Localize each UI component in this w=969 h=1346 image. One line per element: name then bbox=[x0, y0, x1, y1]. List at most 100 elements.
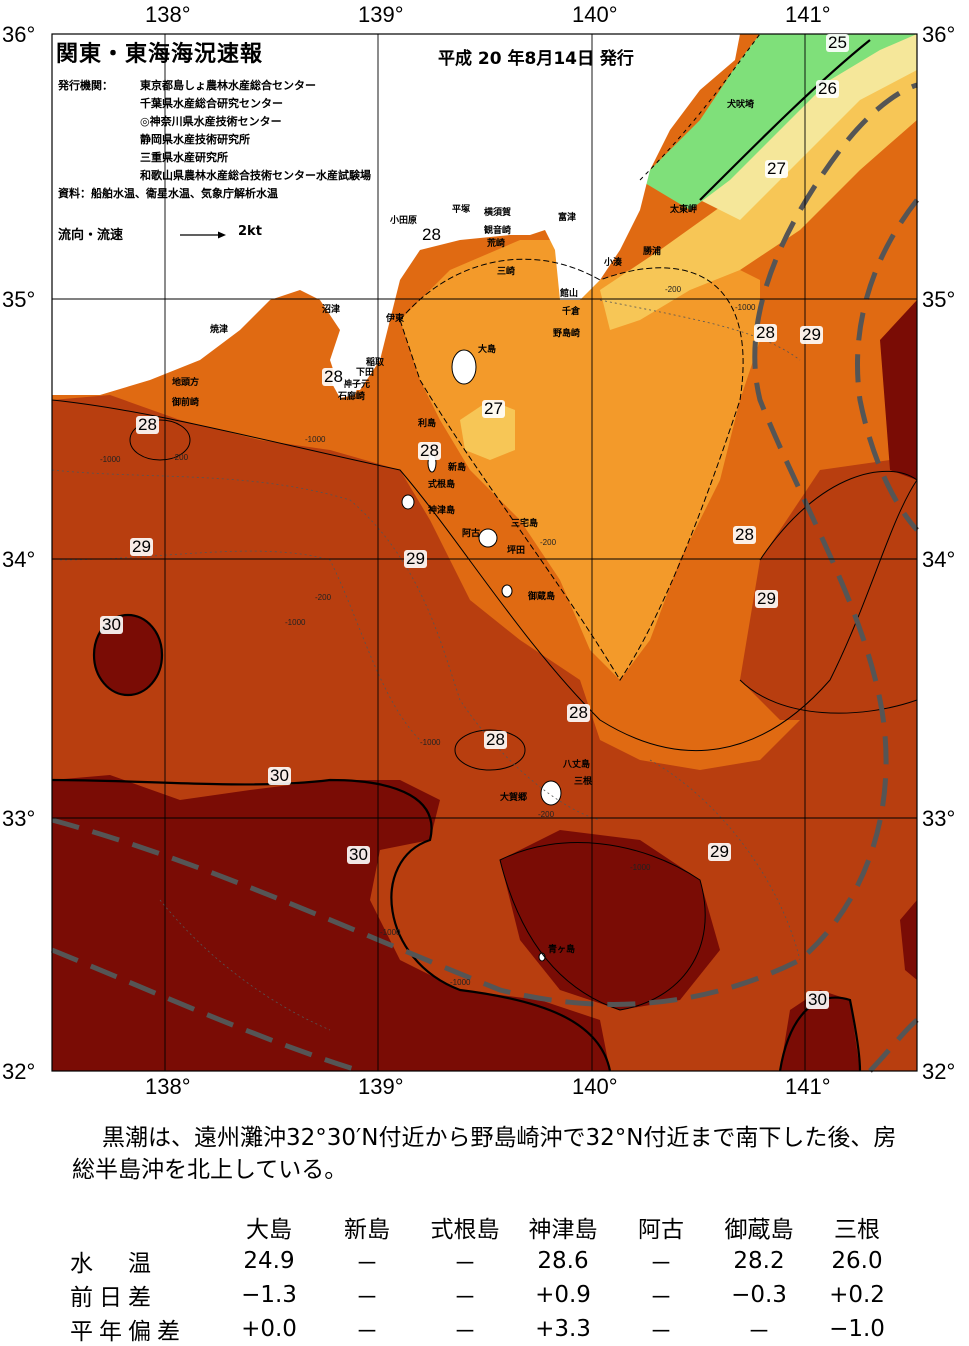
isotherm-label: 29 bbox=[404, 549, 427, 568]
place-label: 三根 bbox=[574, 777, 593, 787]
lon-tick: 140° bbox=[572, 1074, 618, 1099]
column-header: 新島 bbox=[344, 1217, 390, 1243]
lat-ticks-right: 36° 35° 34° 33° 32° bbox=[922, 22, 955, 1084]
agency-list: 東京都島しょ農林水産総合センター 千葉県水産総合研究センター ◎神奈川県水産技術… bbox=[140, 77, 371, 185]
depth-label: -1000 bbox=[450, 978, 471, 987]
lon-tick: 139° bbox=[358, 2, 404, 27]
current-legend-label: 流向・流速 bbox=[58, 228, 124, 243]
depth-label: -1000 bbox=[100, 455, 121, 464]
place-label: 館山 bbox=[560, 289, 579, 299]
agency-item: 東京都島しょ農林水産総合センター bbox=[140, 79, 316, 92]
depth-label: -200 bbox=[540, 538, 557, 547]
current-legend-speed: 2kt bbox=[238, 224, 262, 239]
place-label: 沼津 bbox=[322, 305, 341, 315]
isotherm-label: 29 bbox=[800, 325, 823, 344]
place-label: 神津島 bbox=[428, 506, 456, 516]
zone-30-west-eddy bbox=[94, 615, 162, 695]
zone-30-south bbox=[500, 830, 720, 1010]
place-label: 千倉 bbox=[562, 307, 581, 317]
table-cell: 26.0 bbox=[831, 1248, 883, 1274]
place-label: 坪田 bbox=[507, 546, 526, 556]
observation-table: 大島 新島 式根島 神津島 阿古 御蔵島 三根 水 温 24.9 － － 28.… bbox=[70, 1210, 906, 1346]
lon-ticks-bottom: 138° 139° 140° 141° bbox=[145, 1074, 831, 1099]
depth-label: -200 bbox=[665, 285, 682, 294]
isotherm-label: 30 bbox=[806, 990, 829, 1009]
isotherm-label: 28 bbox=[754, 323, 777, 342]
data-sources: 資料：船舶水温、衛星水温、気象庁解析水温 bbox=[58, 187, 278, 200]
kuroshio-summary: 黒潮は、遠州灘沖32°30′N付近から野島崎沖で32°N付近まで南下した後、房総… bbox=[72, 1125, 897, 1183]
place-label: 三崎 bbox=[497, 267, 516, 277]
place-label: 御前崎 bbox=[172, 398, 200, 408]
place-label: 小湊 bbox=[604, 258, 623, 268]
depth-label: -1000 bbox=[305, 435, 326, 444]
isotherm-label: 28 bbox=[420, 225, 443, 244]
map-frame bbox=[51, 33, 918, 1072]
depth-labels: -1000 -200 -1000 -200 -1000 -200 -1000 -… bbox=[100, 285, 756, 987]
lat-tick: 32° bbox=[922, 1059, 955, 1084]
place-label: 観音崎 bbox=[484, 226, 512, 236]
isotherm-label: 27 bbox=[482, 399, 505, 418]
table-cell: +3.3 bbox=[535, 1316, 591, 1342]
agency-label: 発行機関： bbox=[58, 79, 113, 92]
isotherm-lines bbox=[51, 33, 918, 1072]
place-label: 荒崎 bbox=[487, 239, 506, 249]
land-izu bbox=[330, 360, 360, 398]
place-label: 式根島 bbox=[428, 480, 456, 490]
table-cell: −0.3 bbox=[731, 1282, 787, 1308]
zone-29b bbox=[740, 460, 917, 720]
place-label: 石廊崎 bbox=[338, 392, 366, 402]
depth-label: -200 bbox=[315, 593, 332, 602]
zone-25 bbox=[700, 34, 917, 220]
place-label: 小田原 bbox=[390, 216, 418, 226]
agency-item: 和歌山県農林水産総合技術センター水産試験場 bbox=[140, 169, 371, 182]
place-label: 大賀郷 bbox=[500, 793, 528, 803]
isotherm-label: 28 bbox=[418, 441, 441, 460]
table-row: 平年偏差 +0.0 － － +3.3 － － −1.0 bbox=[70, 1312, 906, 1346]
table-cell: +0.2 bbox=[829, 1282, 885, 1308]
table-cell: 28.6 bbox=[537, 1248, 589, 1274]
place-label: 大島 bbox=[478, 345, 497, 355]
isotherm-label: 30 bbox=[268, 766, 291, 785]
place-label: 野島崎 bbox=[553, 329, 581, 339]
place-label: 三宅島 bbox=[511, 519, 539, 529]
lon-tick: 138° bbox=[145, 1074, 191, 1099]
isotherm-label: 30 bbox=[347, 845, 370, 864]
lat-tick: 33° bbox=[2, 806, 35, 831]
lat-tick: 32° bbox=[2, 1059, 35, 1084]
zone-30-east2 bbox=[880, 300, 917, 480]
isotherm-label: 25 bbox=[826, 33, 849, 52]
depth-label: -200 bbox=[538, 810, 555, 819]
place-label: 地頭方 bbox=[172, 378, 200, 388]
place-label: 稲取 bbox=[366, 358, 385, 368]
place-label: 伊東 bbox=[386, 314, 405, 324]
land-honshu bbox=[52, 34, 740, 395]
lon-tick: 141° bbox=[785, 2, 831, 27]
depth-label: -1000 bbox=[735, 303, 756, 312]
lon-tick: 138° bbox=[145, 2, 191, 27]
table-cell: － bbox=[649, 1285, 673, 1311]
table-cell: － bbox=[649, 1319, 673, 1345]
table-cell: +0.0 bbox=[241, 1316, 297, 1342]
place-label: 阿古 bbox=[462, 529, 481, 539]
row-header: 平年偏差 bbox=[70, 1319, 186, 1345]
lon-tick: 140° bbox=[572, 2, 618, 27]
lat-tick: 34° bbox=[2, 547, 35, 572]
table-cell: +0.9 bbox=[535, 1282, 591, 1308]
place-label: 御蔵島 bbox=[528, 592, 556, 602]
column-header: 神津島 bbox=[528, 1217, 598, 1243]
depth-label: -1000 bbox=[380, 928, 401, 937]
column-header: 式根島 bbox=[430, 1217, 500, 1243]
depth-label: -1000 bbox=[285, 618, 306, 627]
depth-label: -1000 bbox=[420, 738, 441, 747]
place-label: 平塚 bbox=[452, 205, 471, 215]
place-label: 新島 bbox=[448, 463, 467, 473]
island-miyakejima bbox=[478, 528, 498, 548]
row-header: 前日差 bbox=[70, 1285, 157, 1311]
agency-item: ◎神奈川県水産技術センター bbox=[140, 115, 282, 128]
table-cell: － bbox=[355, 1319, 379, 1345]
lat-tick: 33° bbox=[922, 806, 955, 831]
zone-30-east bbox=[780, 990, 860, 1071]
isotherm-label: 28 bbox=[733, 525, 756, 544]
island-oshima bbox=[451, 349, 477, 385]
place-label: 下田 bbox=[356, 368, 375, 378]
